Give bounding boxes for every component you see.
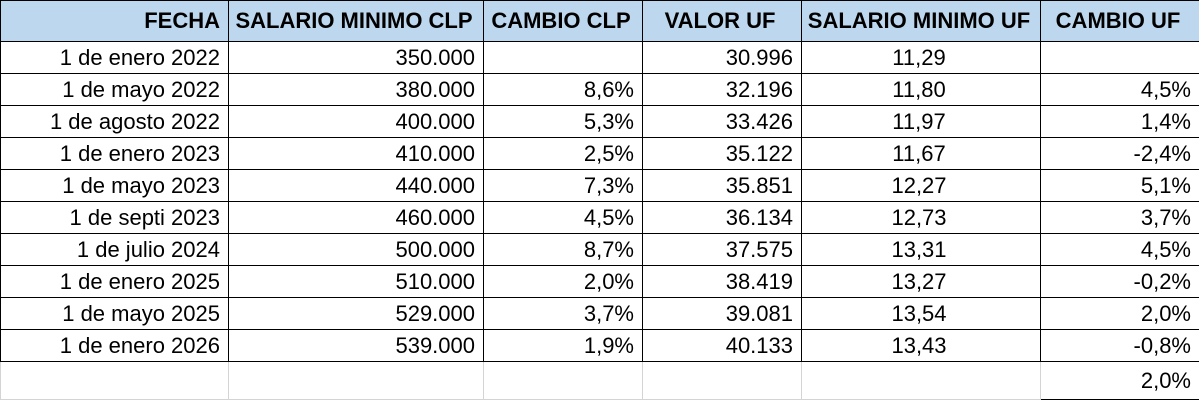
table-row: 1 de enero 2022 350.000 30.996 11,29 bbox=[0, 41, 1199, 74]
cell-valor-uf[interactable]: 30.996 bbox=[642, 41, 802, 74]
cell-valor-uf[interactable]: 32.196 bbox=[642, 73, 802, 106]
table-row: 1 de mayo 2025 529.000 3,7% 39.081 13,54 2,0% bbox=[0, 297, 1199, 330]
header-cambio-clp[interactable]: CAMBIO CLP bbox=[483, 0, 643, 42]
footer-row: 2,0% bbox=[0, 361, 1199, 400]
cell-salario-clp[interactable]: 440.000 bbox=[228, 169, 484, 202]
cell-salario-clp[interactable]: 500.000 bbox=[228, 233, 484, 266]
cell-salario-clp[interactable]: 400.000 bbox=[228, 105, 484, 138]
table-row: 1 de julio 2024 500.000 8,7% 37.575 13,31 4,5… bbox=[0, 233, 1199, 266]
cell-valor-uf[interactable]: 40.133 bbox=[642, 329, 802, 362]
cell-salario-uf[interactable]: 13,27 bbox=[801, 265, 1041, 298]
cell-valor-uf[interactable]: 39.081 bbox=[642, 297, 802, 330]
cell-salario-clp[interactable]: 350.000 bbox=[228, 41, 484, 74]
cell-cambio-clp[interactable]: 1,9% bbox=[483, 329, 643, 362]
salary-table: FECHA SALARIO MINIMO CLP CAMBIO CLP VALO… bbox=[0, 0, 1199, 400]
cell-salario-uf[interactable]: 13,31 bbox=[801, 233, 1041, 266]
footer-cell-empty[interactable] bbox=[228, 361, 484, 400]
cell-cambio-clp[interactable] bbox=[483, 41, 643, 74]
cell-cambio-clp[interactable]: 2,5% bbox=[483, 137, 643, 170]
cell-cambio-uf[interactable]: 2,0% bbox=[1040, 297, 1199, 330]
cell-fecha[interactable]: 1 de enero 2026 bbox=[0, 329, 229, 362]
cell-fecha[interactable]: 1 de enero 2025 bbox=[0, 265, 229, 298]
cell-fecha[interactable]: 1 de julio 2024 bbox=[0, 233, 229, 266]
table-row: 1 de enero 2025 510.000 2,0% 38.419 13,27 -0,… bbox=[0, 265, 1199, 298]
cell-salario-clp[interactable]: 410.000 bbox=[228, 137, 484, 170]
footer-cell-empty[interactable] bbox=[0, 361, 229, 400]
footer-cell-empty[interactable] bbox=[483, 361, 643, 400]
table-row: 1 de enero 2026 539.000 1,9% 40.133 13,43 -0,… bbox=[0, 329, 1199, 362]
cell-salario-uf[interactable]: 12,27 bbox=[801, 169, 1041, 202]
cell-fecha[interactable]: 1 de agosto 2022 bbox=[0, 105, 229, 138]
cell-salario-uf[interactable]: 11,97 bbox=[801, 105, 1041, 138]
cell-salario-uf[interactable]: 13,54 bbox=[801, 297, 1041, 330]
cell-valor-uf[interactable]: 36.134 bbox=[642, 201, 802, 234]
footer-cell-empty[interactable] bbox=[642, 361, 802, 400]
cell-fecha[interactable]: 1 de enero 2022 bbox=[0, 41, 229, 74]
cell-fecha[interactable]: 1 de septi 2023 bbox=[0, 201, 229, 234]
cell-valor-uf[interactable]: 37.575 bbox=[642, 233, 802, 266]
cell-salario-clp[interactable]: 529.000 bbox=[228, 297, 484, 330]
cell-salario-clp[interactable]: 510.000 bbox=[228, 265, 484, 298]
cell-salario-uf[interactable]: 12,73 bbox=[801, 201, 1041, 234]
table-row: 1 de mayo 2023 440.000 7,3% 35.851 12,27 5,1% bbox=[0, 169, 1199, 202]
cell-salario-clp[interactable]: 460.000 bbox=[228, 201, 484, 234]
header-salario-uf[interactable]: SALARIO MINIMO UF bbox=[801, 0, 1041, 42]
cell-salario-uf[interactable]: 11,80 bbox=[801, 73, 1041, 106]
cell-valor-uf[interactable]: 33.426 bbox=[642, 105, 802, 138]
header-cambio-uf[interactable]: CAMBIO UF bbox=[1040, 0, 1199, 42]
cell-cambio-clp[interactable]: 8,6% bbox=[483, 73, 643, 106]
cell-cambio-clp[interactable]: 2,0% bbox=[483, 265, 643, 298]
cell-cambio-clp[interactable]: 4,5% bbox=[483, 201, 643, 234]
table-row: 1 de mayo 2022 380.000 8,6% 32.196 11,80 4,5% bbox=[0, 73, 1199, 106]
cell-cambio-uf[interactable]: 1,4% bbox=[1040, 105, 1199, 138]
cell-valor-uf[interactable]: 35.851 bbox=[642, 169, 802, 202]
cell-salario-uf[interactable]: 11,67 bbox=[801, 137, 1041, 170]
cell-cambio-uf[interactable]: 4,5% bbox=[1040, 233, 1199, 266]
header-row: FECHA SALARIO MINIMO CLP CAMBIO CLP VALO… bbox=[0, 0, 1199, 42]
cell-fecha[interactable]: 1 de enero 2023 bbox=[0, 137, 229, 170]
cell-cambio-uf[interactable]: 5,1% bbox=[1040, 169, 1199, 202]
cell-valor-uf[interactable]: 35.122 bbox=[642, 137, 802, 170]
cell-cambio-uf[interactable]: 3,7% bbox=[1040, 201, 1199, 234]
table-row: 1 de enero 2023 410.000 2,5% 35.122 11,67 -2,… bbox=[0, 137, 1199, 170]
cell-salario-uf[interactable]: 11,29 bbox=[801, 41, 1041, 74]
cell-cambio-clp[interactable]: 8,7% bbox=[483, 233, 643, 266]
header-salario-clp[interactable]: SALARIO MINIMO CLP bbox=[228, 0, 484, 42]
cell-fecha[interactable]: 1 de mayo 2023 bbox=[0, 169, 229, 202]
cell-cambio-clp[interactable]: 3,7% bbox=[483, 297, 643, 330]
table-row: 1 de agosto 2022 400.000 5,3% 33.426 11,97 1,… bbox=[0, 105, 1199, 138]
cell-cambio-uf[interactable]: -2,4% bbox=[1040, 137, 1199, 170]
cell-cambio-uf[interactable]: -0,2% bbox=[1040, 265, 1199, 298]
cell-cambio-clp[interactable]: 7,3% bbox=[483, 169, 643, 202]
footer-cell-empty[interactable] bbox=[801, 361, 1041, 400]
cell-salario-clp[interactable]: 380.000 bbox=[228, 73, 484, 106]
cell-valor-uf[interactable]: 38.419 bbox=[642, 265, 802, 298]
header-fecha[interactable]: FECHA bbox=[0, 0, 229, 42]
cell-cambio-uf[interactable]: -0,8% bbox=[1040, 329, 1199, 362]
cell-cambio-clp[interactable]: 5,3% bbox=[483, 105, 643, 138]
cell-salario-uf[interactable]: 13,43 bbox=[801, 329, 1041, 362]
cell-cambio-uf[interactable]: 4,5% bbox=[1040, 73, 1199, 106]
footer-cambio-uf-cell[interactable]: 2,0% bbox=[1040, 361, 1199, 400]
table-row: 1 de septi 2023 460.000 4,5% 36.134 12,73 3,7… bbox=[0, 201, 1199, 234]
cell-fecha[interactable]: 1 de mayo 2022 bbox=[0, 73, 229, 106]
cell-salario-clp[interactable]: 539.000 bbox=[228, 329, 484, 362]
cell-cambio-uf[interactable] bbox=[1040, 41, 1199, 74]
header-valor-uf[interactable]: VALOR UF bbox=[642, 0, 802, 42]
cell-fecha[interactable]: 1 de mayo 2025 bbox=[0, 297, 229, 330]
